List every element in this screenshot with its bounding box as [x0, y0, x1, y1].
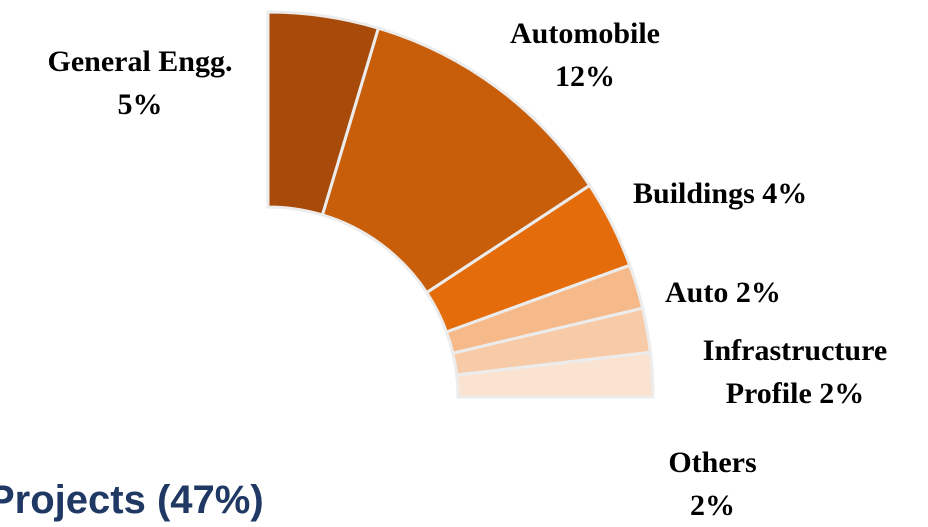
- value-label: 2%: [819, 377, 865, 410]
- category-name: Auto: [665, 276, 729, 309]
- value-label: 2%: [690, 489, 735, 522]
- segment-label: Infrastructure Profile 2%: [670, 329, 920, 415]
- value-label: 2%: [735, 276, 781, 309]
- segment-label: Buildings 4%: [633, 172, 893, 215]
- category-name: Buildings: [633, 177, 755, 210]
- category-name: Infrastructure Profile: [702, 334, 888, 410]
- category-name: Automobile: [510, 17, 660, 50]
- value-label: 12%: [555, 60, 615, 93]
- segment: [455, 350, 655, 399]
- category-name: General Engg.: [47, 45, 233, 78]
- segment-label: General Engg. 5%: [10, 40, 270, 126]
- footer-text: Projects (47%): [0, 478, 264, 522]
- segment: [320, 26, 592, 295]
- segment-label: Auto 2%: [665, 271, 865, 314]
- category-name: Others: [668, 446, 757, 479]
- segment-label: Others 2%: [620, 441, 805, 527]
- segment-label: Automobile 12%: [470, 12, 700, 98]
- value-label: 5%: [117, 88, 163, 121]
- value-label: 4%: [762, 177, 808, 210]
